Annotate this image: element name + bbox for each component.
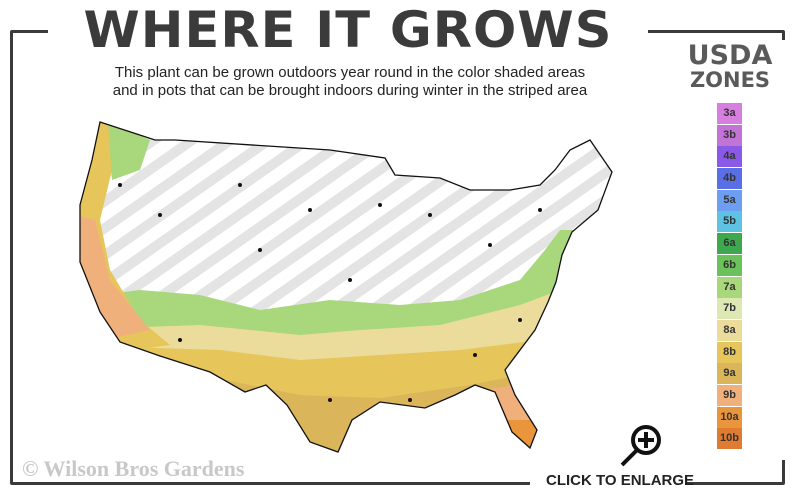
state-capital-dots — [118, 183, 542, 402]
legend-zone-9a: 9a — [717, 363, 742, 385]
enlarge-background — [530, 470, 685, 500]
copyright-watermark: © Wilson Bros Gardens — [22, 456, 245, 481]
legend-zone-8a: 8a — [717, 319, 742, 341]
legend-zone-7b: 7b — [717, 298, 742, 320]
legend-zone-5a: 5a — [717, 189, 742, 211]
legend-zone-10a: 10a — [717, 406, 742, 428]
page-title: WHERE IT GROWS — [83, 1, 613, 59]
legend-zone-4b: 4b — [717, 168, 742, 190]
legend-zone-3b: 3b — [717, 124, 742, 146]
legend-zone-6b: 6b — [717, 254, 742, 276]
legend-title-line-1: USDA — [687, 40, 773, 71]
click-to-enlarge-link[interactable]: CLICK TO ENLARGE — [546, 472, 695, 489]
legend-zone-4a: 4a — [717, 146, 742, 168]
legend-zone-9b: 9b — [717, 384, 742, 406]
magnifier-plus-icon[interactable] — [618, 422, 664, 468]
legend-zone-5b: 5b — [717, 211, 742, 233]
zone-legend: 3a 3b 4a 4b 5a 5b 6a 6b 7a 7b 8a 8b 9a 9b 10a 10b — [717, 103, 742, 450]
legend-zone-6a: 6a — [717, 233, 742, 255]
legend-zone-7a: 7a — [717, 276, 742, 298]
legend-title: USDA ZONES — [670, 40, 790, 92]
subtitle: This plant can be grown outdoors year ro… — [40, 64, 660, 100]
legend-title-line-2: ZONES — [689, 68, 771, 92]
legend-zone-10b: 10b — [717, 428, 742, 450]
legend-zone-8b: 8b — [717, 341, 742, 363]
title-background — [48, 0, 648, 60]
legend-zone-3a: 3a — [717, 103, 742, 124]
subtitle-line-1: This plant can be grown outdoors year ro… — [114, 64, 586, 81]
subtitle-line-2: and in pots that can be brought indoors … — [112, 82, 588, 99]
